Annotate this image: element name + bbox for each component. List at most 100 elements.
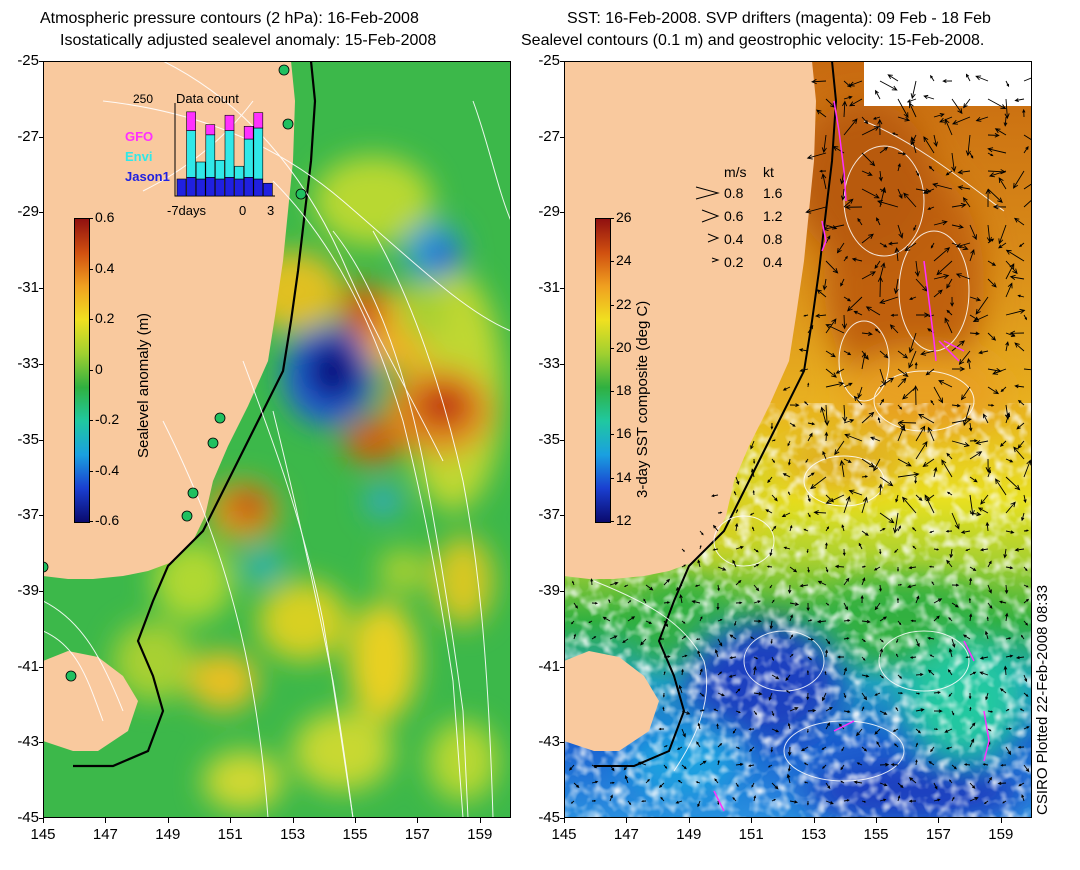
velocity-arrow — [1018, 242, 1025, 248]
velocity-arrow — [951, 98, 963, 115]
velocity-arrow — [912, 545, 917, 550]
velocity-arrow — [985, 692, 989, 701]
velocity-arrow — [933, 548, 940, 551]
velocity-arrow — [753, 563, 760, 568]
velocity-arrow — [699, 760, 707, 766]
velocity-arrow — [915, 638, 920, 648]
velocity-arrow — [951, 602, 959, 608]
velocity-arrow — [681, 635, 687, 640]
velocity-arrow — [969, 451, 983, 460]
arrow-02-icon — [711, 257, 720, 263]
velocity-arrow — [836, 242, 845, 254]
velocity-arrow — [894, 247, 900, 262]
velocity-arrow — [975, 75, 989, 82]
velocity-arrow — [804, 401, 809, 406]
velocity-arrow — [896, 566, 900, 572]
velocity-arrow — [695, 638, 701, 641]
velocity-arrow — [767, 764, 773, 768]
left-xtick-mark — [105, 818, 107, 823]
velocity-arrow — [769, 584, 773, 589]
velocity-arrow — [805, 458, 809, 463]
velocity-arrow — [874, 260, 881, 270]
velocity-arrow — [609, 635, 618, 640]
velocity-arrow — [876, 199, 899, 208]
velocity-arrow — [798, 348, 809, 352]
velocity-arrow — [930, 242, 935, 249]
left-xtick-label: 159 — [467, 826, 493, 843]
velocity-arrow — [771, 799, 776, 802]
velocity-arrow — [843, 495, 851, 514]
right-ytick-label: -43 — [538, 733, 560, 751]
velocity-arrow — [1023, 77, 1032, 82]
velocity-arrow — [769, 548, 773, 557]
velocity-arrow — [1000, 764, 1007, 767]
left-ytick-label: -43 — [17, 733, 39, 751]
left-ytick-label: -45 — [17, 809, 39, 826]
velocity-arrow — [807, 619, 813, 622]
velocity-arrow — [771, 599, 775, 604]
velocity-arrow — [752, 526, 755, 532]
inset-xlabel-start: -7days — [167, 203, 207, 218]
velocity-arrow — [816, 619, 827, 624]
velocity-arrow — [716, 723, 719, 730]
velocity-arrow — [857, 217, 863, 226]
velocity-arrow — [1005, 308, 1026, 316]
right-ytick-label: -37 — [538, 506, 560, 524]
right-ytick-mark — [560, 288, 565, 290]
velocity-arrow — [711, 494, 719, 498]
velocity-arrow — [751, 782, 755, 788]
velocity-arrow — [663, 620, 669, 628]
inset-bar-gfo — [224, 114, 235, 131]
velocity-arrow — [591, 636, 597, 640]
velocity-arrow — [988, 170, 1007, 178]
velocity-arrow — [897, 163, 901, 172]
velocity-arrow — [825, 324, 845, 334]
velocity-arrow — [844, 204, 863, 210]
velocity-arrow — [938, 380, 953, 388]
velocity-arrow — [987, 386, 1000, 395]
left-xtick-mark — [292, 818, 294, 823]
velocity-arrow — [907, 584, 917, 589]
velocity-arrow — [735, 509, 739, 514]
right-colorbar-tick: 16 — [616, 425, 632, 442]
velocity-arrow — [822, 692, 827, 702]
velocity-arrow — [765, 509, 773, 514]
velocity-arrow — [895, 494, 899, 503]
velocity-arrow — [980, 494, 989, 505]
velocity-arrow — [806, 728, 809, 734]
velocity-arrow — [824, 649, 829, 658]
velocity-arrow — [717, 743, 723, 748]
velocity-arrow — [807, 512, 811, 518]
velocity-arrow — [573, 602, 578, 609]
velocity-arrow — [987, 710, 994, 713]
velocity-arrow — [627, 600, 632, 604]
velocity-arrow — [843, 198, 854, 208]
velocity-arrow — [840, 188, 846, 201]
velocity-arrow — [591, 601, 598, 605]
velocity-arrow — [816, 289, 827, 298]
velocity-arrow — [901, 496, 917, 514]
velocity-arrow — [840, 764, 845, 771]
velocity-arrow — [695, 781, 701, 784]
velocity-arrow — [1005, 412, 1011, 424]
velocity-arrow — [951, 116, 971, 125]
legend-row4-ms: 0.2 — [724, 254, 744, 270]
velocity-arrow — [946, 309, 953, 316]
velocity-arrow — [1023, 494, 1027, 504]
arrow-08-icon — [695, 186, 720, 200]
velocity-arrow — [897, 525, 901, 532]
velocity-arrow — [1021, 512, 1025, 522]
velocity-arrow — [998, 224, 1007, 245]
velocity-arrow — [992, 204, 1007, 210]
velocity-arrow — [623, 584, 629, 587]
velocity-arrow — [951, 417, 972, 424]
velocity-arrow — [1019, 708, 1025, 712]
velocity-arrow — [975, 296, 989, 315]
velocity-arrow — [861, 638, 866, 643]
velocity-arrow — [951, 152, 957, 173]
inset-bar-gfo — [253, 112, 264, 129]
velocity-arrow — [766, 565, 773, 568]
velocity-arrow — [987, 776, 993, 784]
velocity-arrow — [929, 654, 935, 658]
velocity-arrow — [945, 170, 953, 176]
